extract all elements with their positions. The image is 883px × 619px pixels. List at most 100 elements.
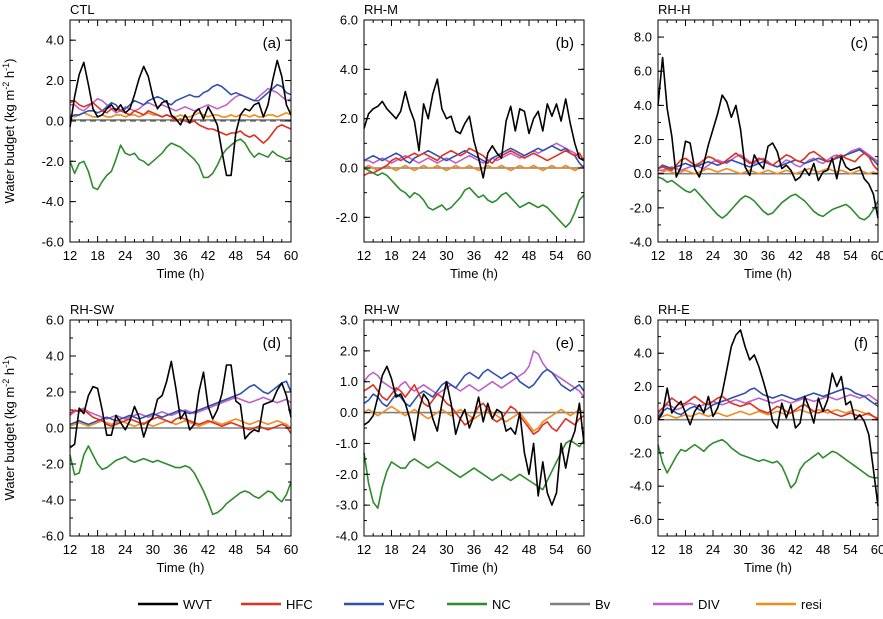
- x-tick-label: 36: [173, 542, 187, 557]
- x-tick-label: 42: [201, 248, 215, 263]
- y-tick-label: 4.0: [46, 33, 64, 48]
- y-tick-label: -4.0: [630, 479, 652, 494]
- panel-rh-sw: 12 18 24 30 36 42 48 54 60 -6.0 -4.0 -2.0 0.0 2.0 4.0 6…: [1, 302, 298, 575]
- series-line-div: [69, 396, 292, 420]
- x-tick-label: 36: [467, 248, 481, 263]
- legend-item-div: DIV: [653, 597, 720, 612]
- y-tick-label: 0.0: [634, 166, 652, 181]
- series-line-wvt: [69, 59, 292, 177]
- series-line-resi: [69, 112, 292, 118]
- series-line-resi: [657, 167, 879, 175]
- y-tick-label: -2.0: [336, 210, 358, 225]
- series-line-hfc: [363, 147, 585, 177]
- series-line-resi: [657, 408, 879, 419]
- legend-label: WVT: [183, 597, 212, 612]
- plot-frame: [69, 19, 292, 243]
- panel-letter: (a): [263, 35, 281, 52]
- x-tick-label: 36: [173, 248, 187, 263]
- y-tick-label: -2.0: [42, 154, 64, 169]
- series-line-wvt: [363, 365, 585, 506]
- x-tick-label: 54: [256, 248, 270, 263]
- x-tick-label: 12: [651, 542, 665, 557]
- x-tick-label: 18: [678, 542, 692, 557]
- series-line-wvt: [657, 329, 879, 507]
- y-tick-label: -2.0: [630, 200, 652, 215]
- x-tick-label: 42: [494, 248, 508, 263]
- y-tick-label: -6.0: [42, 529, 64, 544]
- series-line-wvt: [657, 56, 879, 219]
- x-tick-label: 48: [522, 542, 536, 557]
- panel-rh-h: 12 18 24 30 36 42 48 54 60 -4.0 -2.0 0.0 2.0 4.0 6.0 8.…: [630, 2, 883, 281]
- y-tick-label: 2.0: [46, 73, 64, 88]
- panel-title: CTL: [70, 2, 95, 17]
- y-axis-title-main: Water budget (kg m: [2, 90, 17, 204]
- x-tick-label: 42: [494, 542, 508, 557]
- y-tick-label: 4.0: [634, 346, 652, 361]
- y-tick-label: -4.0: [630, 235, 652, 250]
- panel-rh-e: 12 18 24 30 36 42 48 54 60 -6.0 -4.0 -2.0 0.0 2.0 4.0 6…: [630, 302, 883, 575]
- y-tick-label: -4.0: [42, 493, 64, 508]
- y-tick-label: -3.0: [336, 498, 358, 513]
- y-tick-label: 3.0: [340, 313, 358, 328]
- legend-item-vfc: VFC: [344, 597, 415, 612]
- x-axis-title: Time (h): [744, 266, 792, 281]
- x-tick-label: 24: [118, 542, 132, 557]
- y-tick-label: 4.0: [634, 98, 652, 113]
- panels-layer: 12 18 24 30 36 42 48 54 60 -6.0 -4.0 -2.0 0.0 2.0 4.0 C…: [1, 2, 883, 575]
- panel-rh-m: 12 18 24 30 36 42 48 54 60 -2.0 0.0 2.0 4.0 6.0 RH-M (b…: [336, 2, 592, 281]
- panel-letter: (d): [263, 335, 281, 352]
- x-tick-label: 36: [467, 542, 481, 557]
- legend-label: DIV: [698, 597, 720, 612]
- series-line-nc: [363, 167, 585, 228]
- series-line-hfc: [657, 395, 879, 421]
- y-axis-title-end: ): [2, 356, 17, 360]
- x-tick-label: 30: [733, 542, 747, 557]
- x-tick-label: 48: [816, 248, 830, 263]
- y-axis-title-main: Water budget (kg m: [2, 387, 17, 501]
- x-tick-label: 12: [357, 248, 371, 263]
- y-tick-label: -2.0: [42, 457, 64, 472]
- x-tick-label: 54: [549, 542, 563, 557]
- y-tick-label: 0.0: [340, 161, 358, 176]
- series-line-div: [363, 350, 585, 398]
- plot-frame: [657, 19, 879, 243]
- x-tick-label: 24: [412, 248, 426, 263]
- y-tick-label: 0.0: [634, 412, 652, 427]
- panel-letter: (b): [556, 35, 574, 52]
- x-tick-label: 24: [118, 248, 132, 263]
- x-tick-label: 48: [229, 542, 243, 557]
- y-axis-title-end: ): [2, 59, 17, 63]
- y-axis-title-mid: h: [2, 368, 17, 379]
- x-tick-label: 18: [678, 248, 692, 263]
- legend: WVT HFC VFC NC Bv DIV resi: [138, 597, 822, 612]
- y-tick-label: -2.0: [336, 467, 358, 482]
- y-axis-title-exp: -1: [1, 63, 11, 71]
- x-axis-title: Time (h): [157, 266, 205, 281]
- y-axis-title-mid: h: [2, 71, 17, 82]
- series-line-hfc: [69, 99, 292, 144]
- legend-label: HFC: [286, 597, 313, 612]
- y-tick-label: 0.0: [46, 421, 64, 436]
- panel-letter: (e): [556, 335, 574, 352]
- x-tick-label: 30: [733, 248, 747, 263]
- panel-title: RH-SW: [70, 302, 115, 317]
- panel-rh-w: 12 18 24 30 36 42 48 54 60 -4.0 -3.0 -2.0 -1.0 0.0 1.0…: [336, 302, 592, 575]
- x-tick-label: 60: [284, 542, 298, 557]
- legend-item-wvt: WVT: [138, 597, 212, 612]
- y-tick-label: 2.0: [46, 385, 64, 400]
- x-tick-label: 42: [201, 542, 215, 557]
- x-tick-label: 48: [816, 542, 830, 557]
- x-tick-label: 54: [256, 542, 270, 557]
- x-axis-title: Time (h): [450, 266, 498, 281]
- x-tick-label: 42: [788, 542, 802, 557]
- x-tick-label: 54: [843, 542, 857, 557]
- y-axis-title-exp: -2: [1, 82, 11, 90]
- legend-item-bv: Bv: [550, 597, 611, 612]
- x-tick-label: 12: [63, 542, 77, 557]
- y-tick-label: -6.0: [42, 235, 64, 250]
- x-tick-label: 60: [871, 542, 883, 557]
- y-tick-label: 6.0: [46, 313, 64, 328]
- plot-frame: [363, 19, 585, 243]
- y-tick-label: 2.0: [340, 343, 358, 358]
- panel-title: RH-M: [364, 2, 398, 17]
